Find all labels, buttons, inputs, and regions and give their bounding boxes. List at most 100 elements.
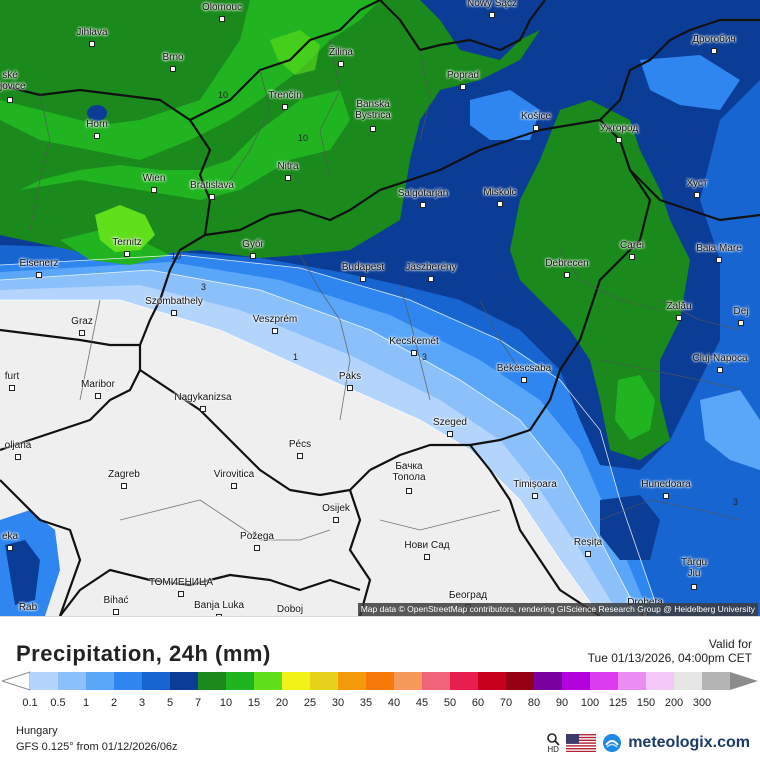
city-label: Szombathely (145, 296, 203, 307)
meteologix-logo-icon (603, 734, 622, 752)
city-label: Banská Bystrica (355, 99, 391, 121)
city-label: Хуст (686, 178, 708, 189)
contour-value-label: 3 (422, 352, 428, 362)
legend-tick-label: 0.1 (22, 697, 38, 709)
city-label: Нови Сад (404, 540, 450, 551)
city-marker (272, 328, 278, 334)
city-label: Košice (520, 111, 552, 122)
city-label: Békéscsaba (496, 363, 552, 374)
hd-search-icon[interactable]: HD (546, 732, 560, 754)
city-label: Győr (242, 239, 264, 250)
legend-swatch (338, 672, 367, 690)
border-hu-hr (139, 369, 371, 497)
city-marker (7, 97, 13, 103)
legend-tick-label: 80 (527, 697, 541, 709)
legend-tick-label: 1 (82, 697, 90, 709)
city-label: skéějovice (0, 70, 26, 92)
city-marker (170, 66, 176, 72)
city-label: oljana (4, 440, 32, 451)
city-label: Hunedoara (641, 479, 691, 490)
legend-panel: Precipitation, 24h (mm) Valid for Tue 01… (0, 616, 760, 761)
city-marker (533, 125, 539, 131)
city-marker (370, 126, 376, 132)
city-label: Horn (86, 119, 108, 130)
legend-swatch (562, 672, 591, 690)
border-hu-ro (469, 119, 652, 447)
region-label: Hungary (16, 725, 58, 737)
legend-tick-label: 10 (219, 697, 233, 709)
legend-tick-label: 90 (555, 697, 569, 709)
city-marker (585, 551, 591, 557)
city-marker (94, 133, 100, 139)
city-marker (151, 187, 157, 193)
legend-tick-label: 30 (331, 697, 345, 709)
city-marker (113, 609, 119, 615)
city-label: Szeged (433, 417, 467, 428)
legend-tick-label: 35 (359, 697, 373, 709)
legend-left-arrow (2, 671, 31, 691)
city-label: Reșița (573, 537, 603, 548)
city-marker (691, 584, 697, 590)
legend-swatch (478, 672, 507, 690)
city-marker (360, 276, 366, 282)
city-label: Zagreb (108, 469, 140, 480)
city-label: ТОМИЕНИЦА (148, 577, 214, 588)
border-sk-hu (204, 118, 601, 237)
brand-name[interactable]: meteologix.com (628, 734, 750, 751)
legend-tick-label: 0.5 (50, 697, 66, 709)
city-marker (124, 251, 130, 257)
city-label: Baia Mare (696, 243, 742, 254)
city-label: Požega (240, 531, 274, 542)
city-label: Osijek (322, 503, 350, 514)
legend-tick-label: 15 (247, 697, 261, 709)
border-cz-at (0, 83, 212, 236)
legend-swatch (310, 672, 339, 690)
map-attribution[interactable]: Map data © OpenStreetMap contributors, r… (357, 603, 758, 616)
color-scale-bar (2, 671, 758, 691)
legend-swatch (282, 672, 311, 690)
city-label: Bratislava (190, 180, 234, 191)
city-label: Brno (162, 52, 184, 63)
legend-swatch (170, 672, 199, 690)
city-marker (36, 272, 42, 278)
city-label: Nowy Sącz (466, 0, 518, 9)
precip-band-15 (95, 205, 155, 252)
contour-value-label: 1 (293, 352, 299, 362)
precipitation-map[interactable]: Olomouc Nowy Sącz Jihlava Дрогобич Brno Žilin… (0, 0, 760, 616)
city-label: Wien (142, 173, 166, 184)
border-si-hr (0, 345, 142, 452)
city-label: Carei (620, 240, 644, 251)
city-label: Olomouc (201, 2, 243, 13)
city-marker (9, 385, 15, 391)
city-label: eka (1, 531, 19, 542)
border-ua (599, 18, 760, 121)
legend-swatch (506, 672, 535, 690)
legend-tick-label: 60 (471, 697, 485, 709)
city-marker (347, 385, 353, 391)
city-marker (738, 320, 744, 326)
legend-tick-label: 50 (443, 697, 457, 709)
city-marker (716, 257, 722, 263)
city-label: Jihlava (76, 27, 108, 38)
city-label: Dej (733, 306, 749, 317)
city-marker (711, 48, 717, 54)
legend-swatch (366, 672, 395, 690)
map-canvas (0, 0, 760, 616)
map-title: Precipitation, 24h (mm) (16, 641, 271, 666)
city-marker (406, 488, 412, 494)
legend-swatch (618, 672, 647, 690)
city-marker (209, 194, 215, 200)
us-flag-icon[interactable] (566, 734, 597, 752)
city-label: Poprad (446, 70, 480, 81)
border-hu-rs (369, 443, 470, 471)
city-marker (616, 137, 622, 143)
city-marker (489, 12, 495, 18)
city-marker (250, 253, 256, 259)
city-marker (297, 453, 303, 459)
border-hr-rs (348, 489, 372, 616)
border-ua-ro (629, 169, 760, 222)
hd-label: HD (547, 745, 559, 754)
legend-swatch (30, 672, 59, 690)
city-marker (694, 192, 700, 198)
brand-area: HD meteologix.com (546, 731, 750, 755)
